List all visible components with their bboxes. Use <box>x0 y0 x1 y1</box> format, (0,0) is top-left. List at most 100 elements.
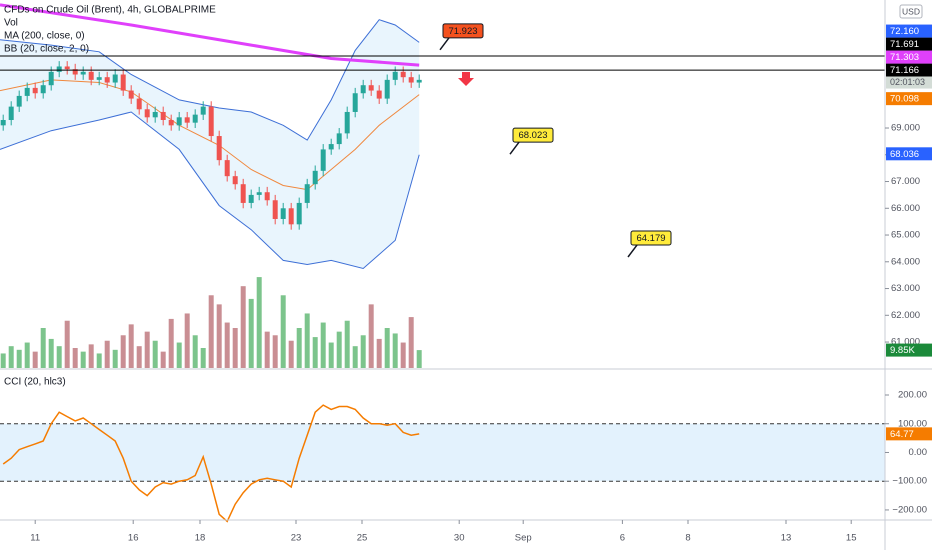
candle-body <box>104 77 110 83</box>
x-tick-label: 13 <box>781 533 792 544</box>
volume-bar <box>344 320 350 368</box>
ma-title: MA (200, close, 0) <box>4 31 85 42</box>
volume-bar <box>104 340 110 368</box>
volume-bar <box>200 348 206 368</box>
price-tag <box>886 37 932 51</box>
volume-bar <box>408 317 414 368</box>
candle-body <box>0 119 6 126</box>
candle-body <box>256 192 262 195</box>
candle-body <box>232 176 238 185</box>
price-tag-label: 70.098 <box>890 94 919 105</box>
callout-box <box>630 230 672 246</box>
volume-bar <box>192 335 198 368</box>
volume-bar <box>176 342 182 368</box>
callout-label: 68.023 <box>518 130 547 141</box>
x-tick-label: 23 <box>291 533 302 544</box>
volume-bar <box>32 351 38 368</box>
candle-body <box>296 202 302 225</box>
candle-body <box>352 93 358 112</box>
price-tag-label: 71.166 <box>890 65 919 76</box>
price-tag-label: 71.691 <box>890 39 919 50</box>
cci-band <box>0 423 885 482</box>
volume-bar <box>40 328 46 368</box>
candle-body <box>288 208 294 225</box>
volume-bar <box>392 333 398 368</box>
volume-bar <box>64 320 70 368</box>
volume-bar <box>152 340 158 368</box>
candle-body <box>208 106 214 137</box>
countdown-label: 02:01:03 <box>890 77 925 87</box>
price-tag <box>886 343 932 357</box>
x-tick-label: Sep <box>515 533 532 544</box>
candle-body <box>176 117 182 126</box>
candle-body <box>144 109 150 118</box>
candle-body <box>368 85 374 91</box>
volume-bar <box>48 338 54 368</box>
candle-body <box>240 184 246 203</box>
volume-bar <box>328 342 334 368</box>
y-tick-label: 67.000 <box>891 176 920 187</box>
x-tick-label: 15 <box>846 533 857 544</box>
signal-arrow <box>458 72 474 86</box>
bb-title: BB (20, close, 2, 0) <box>4 44 89 55</box>
volume-bar <box>240 286 246 368</box>
volume-bar <box>416 350 422 368</box>
candle-body <box>48 71 54 86</box>
candle-body <box>392 71 398 80</box>
volume-bar <box>336 331 342 368</box>
y-tick-label: −200.00 <box>892 504 927 515</box>
volume-bar <box>184 313 190 368</box>
candle-body <box>16 95 22 107</box>
volume-bar <box>128 324 134 368</box>
candle-body <box>64 66 70 70</box>
candle-body <box>320 149 326 171</box>
volume-bar <box>160 351 166 368</box>
bb-line <box>0 111 420 270</box>
candle-body <box>344 111 350 134</box>
x-tick-label: 16 <box>128 533 139 544</box>
volume-bar <box>304 313 310 368</box>
y-tick-label: −100.00 <box>892 476 927 487</box>
volume-bar <box>288 340 294 368</box>
volume-title: Vol <box>4 18 18 29</box>
volume-bar <box>72 348 78 368</box>
ma-line <box>0 3 420 67</box>
volume-bar <box>168 318 174 368</box>
volume-bar <box>320 322 326 368</box>
price-tag <box>886 50 932 64</box>
candle-body <box>384 79 390 99</box>
price-tag-label: 71.303 <box>890 52 919 63</box>
price-tag-label: 72.160 <box>890 26 919 37</box>
callout-box <box>512 127 554 143</box>
y-tick-label: 62.000 <box>891 310 920 321</box>
callout-pointer <box>439 37 450 51</box>
y-tick-label: 64.000 <box>891 256 920 267</box>
callout-box <box>442 23 484 39</box>
volume-bar <box>400 342 406 368</box>
volume-bar <box>24 342 30 368</box>
candle-body <box>120 74 126 91</box>
candle-body <box>56 66 62 72</box>
volume-bar <box>280 295 286 368</box>
callout-pointer <box>627 244 638 258</box>
candle-body <box>184 117 190 123</box>
price-tag <box>886 63 932 77</box>
candle-body <box>168 119 174 126</box>
candle-body <box>304 184 310 203</box>
price-tag-label: 64.77 <box>890 429 914 440</box>
candle-body <box>272 200 278 219</box>
x-tick-label: 11 <box>30 533 40 544</box>
price-tag <box>886 92 932 106</box>
price-tag <box>886 24 932 38</box>
candle-body <box>88 71 94 80</box>
price-tag-label: 68.036 <box>890 149 919 160</box>
candle-body <box>200 106 206 115</box>
volume-bar <box>360 335 366 368</box>
volume-bar <box>120 335 126 368</box>
y-tick-label: 66.000 <box>891 203 920 214</box>
volume-bar <box>352 346 358 368</box>
x-tick-label: 25 <box>357 533 368 544</box>
callout-label: 64.179 <box>636 233 665 244</box>
candle-body <box>96 77 102 80</box>
